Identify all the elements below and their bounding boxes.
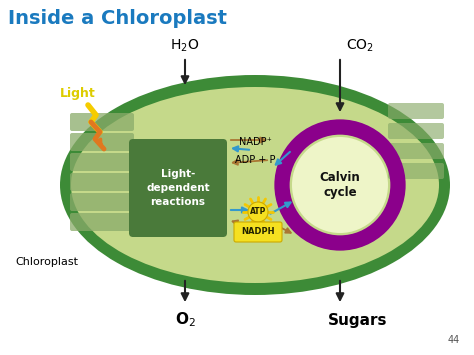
Circle shape [292, 137, 388, 233]
Text: Sugars: Sugars [328, 312, 388, 328]
Text: NADP⁺: NADP⁺ [238, 137, 272, 147]
Text: Inside a Chloroplast: Inside a Chloroplast [8, 9, 227, 27]
FancyBboxPatch shape [129, 139, 227, 237]
Text: 44: 44 [448, 335, 460, 345]
Text: Chloroplast: Chloroplast [15, 257, 78, 267]
FancyBboxPatch shape [388, 163, 444, 179]
FancyBboxPatch shape [70, 213, 134, 231]
FancyBboxPatch shape [70, 193, 134, 211]
Text: H$_2$O: H$_2$O [170, 38, 200, 54]
Text: CO$_2$: CO$_2$ [346, 38, 374, 54]
Ellipse shape [60, 75, 450, 295]
FancyBboxPatch shape [388, 103, 444, 119]
Text: Calvin
cycle: Calvin cycle [319, 171, 360, 199]
Text: ADP + P: ADP + P [235, 155, 275, 165]
Text: Light-
dependent
reactions: Light- dependent reactions [146, 169, 210, 207]
Text: O$_2$: O$_2$ [174, 311, 195, 329]
FancyBboxPatch shape [70, 153, 134, 171]
FancyBboxPatch shape [70, 173, 134, 191]
Circle shape [248, 202, 268, 222]
FancyBboxPatch shape [234, 222, 282, 242]
FancyBboxPatch shape [388, 123, 444, 139]
Text: NADPH: NADPH [241, 228, 275, 236]
FancyBboxPatch shape [70, 113, 134, 131]
Text: ATP: ATP [250, 208, 266, 217]
Ellipse shape [71, 87, 439, 283]
FancyBboxPatch shape [70, 133, 134, 151]
FancyBboxPatch shape [388, 143, 444, 159]
Text: Light: Light [60, 87, 96, 99]
